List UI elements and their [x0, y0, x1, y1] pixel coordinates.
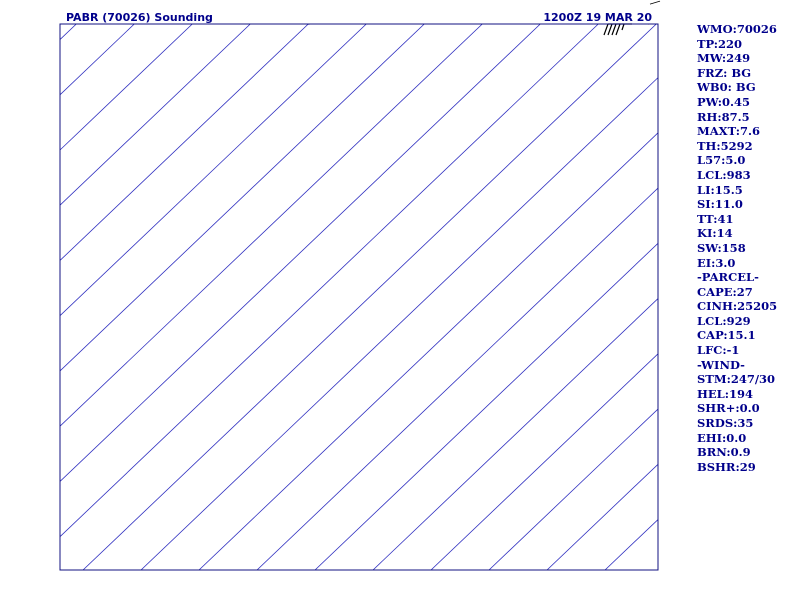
isotherm-line [0, 24, 76, 570]
stat-line: MAXT:7.6 [697, 124, 797, 139]
isotherm-line [0, 24, 192, 570]
dry-adiabat [205, 0, 800, 14]
wind-barb [604, 24, 632, 35]
dry-adiabat [723, 0, 800, 14]
stat-line: MW:249 [697, 51, 797, 66]
dry-adiabat [174, 0, 800, 14]
chart-time: 1200Z 19 MAR 20 [543, 11, 652, 24]
stat-line: FRZ: BG [697, 66, 797, 81]
dry-adiabat [753, 0, 800, 14]
stat-line: RH:87.5 [697, 110, 797, 125]
stat-line: BSHR:29 [697, 460, 797, 475]
stat-line: EI:3.0 [697, 256, 797, 271]
chart-title: PABR (70026) Sounding [66, 11, 213, 24]
barb-flag [604, 24, 608, 35]
stat-line: TP:220 [697, 37, 797, 52]
stat-line: SI:11.0 [697, 197, 797, 212]
barb-flag [608, 24, 612, 35]
stat-line: -PARCEL- [697, 270, 797, 285]
stat-line: EHI:0.0 [697, 431, 797, 446]
dry-adiabat [662, 0, 800, 14]
stat-line: CAPE:27 [697, 285, 797, 300]
stat-line: LCL:929 [697, 314, 797, 329]
stat-line: LCL:983 [697, 168, 797, 183]
barb-half-flag [622, 24, 624, 30]
stat-line: SW:158 [697, 241, 797, 256]
stat-line: SRDS:35 [697, 416, 797, 431]
barb-flag [616, 24, 620, 35]
stat-line: WMO:70026 [697, 22, 797, 37]
stat-line: CINH:25205 [697, 299, 797, 314]
isotherm-line [0, 24, 424, 570]
dry-adiabat [113, 0, 800, 14]
stat-line: LI:15.5 [697, 183, 797, 198]
dry-adiabat [235, 0, 800, 14]
isotherm-line [25, 24, 598, 570]
isotherm-line [0, 24, 250, 570]
isotherm-line [0, 24, 134, 570]
isotherm-line [0, 24, 482, 570]
dry-adiabat [692, 0, 800, 14]
stat-line: LFC:-1 [697, 343, 797, 358]
isotherm-line [0, 24, 308, 570]
stat-line: KI:14 [697, 226, 797, 241]
isotherm-line [141, 24, 714, 570]
background-grid [0, 0, 800, 570]
temperature-profile [648, 0, 800, 24]
dry-adiabat [266, 0, 800, 14]
plot-frame [60, 24, 658, 570]
stat-line: L57:5.0 [697, 153, 797, 168]
dry-adiabat [784, 0, 800, 14]
stat-line: -WIND- [697, 358, 797, 373]
stat-line: TT:41 [697, 212, 797, 227]
isotherm-line [83, 24, 656, 570]
stat-line: BRN:0.9 [697, 445, 797, 460]
stat-line: CAP:15.1 [697, 328, 797, 343]
dry-adiabat [144, 0, 800, 14]
stat-line: SHR+:0.0 [697, 401, 797, 416]
stat-line: TH:5292 [697, 139, 797, 154]
isotherm-line [199, 24, 772, 570]
stat-line: PW:0.45 [697, 95, 797, 110]
stat-line: STM:247/30 [697, 372, 797, 387]
stat-line: WB0: BG [697, 80, 797, 95]
barb-tick [650, 1, 660, 4]
stat-line: HEL:194 [697, 387, 797, 402]
barb-flag [612, 24, 616, 35]
